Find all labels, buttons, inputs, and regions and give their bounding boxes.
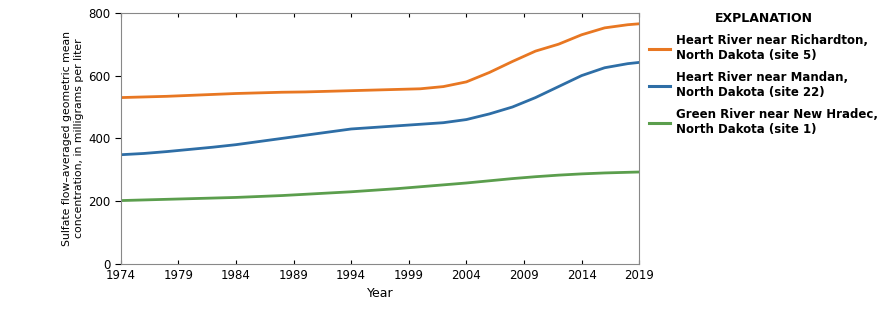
Y-axis label: Sulfate flow–averaged geometric mean
concentration, in milligrams per liter: Sulfate flow–averaged geometric mean con…	[63, 31, 84, 246]
Legend: Heart River near Richardton,
North Dakota (site 5), Heart River near Mandan,
Nor: Heart River near Richardton, North Dakot…	[645, 8, 883, 141]
X-axis label: Year: Year	[367, 287, 393, 300]
